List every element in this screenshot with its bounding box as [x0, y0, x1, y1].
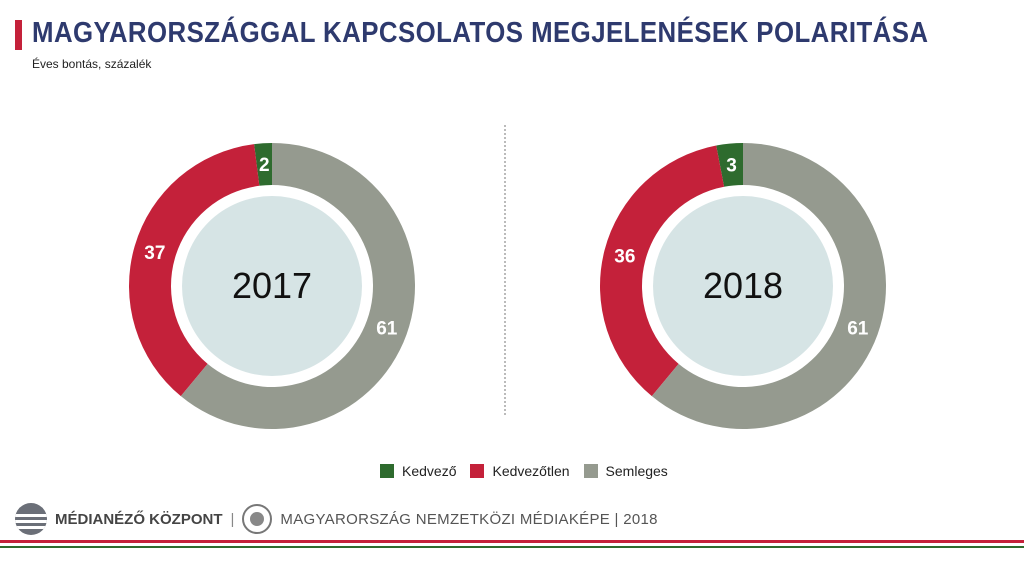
legend-label-favorable: Kedvező [402, 463, 457, 479]
legend-label-neutral: Semleges [605, 463, 668, 479]
footer-brand: MÉDIANÉZŐ KÖZPONT [55, 510, 223, 528]
donut-2017-slice-favorable [254, 143, 272, 186]
donut-2018-value-unfavorable: 36 [614, 247, 635, 268]
footer: MÉDIANÉZŐ KÖZPONT | MAGYARORSZÁG NEMZETK… [15, 503, 658, 535]
legend-item-neutral: Semleges [583, 463, 668, 479]
legend-swatch-neutral [583, 464, 598, 478]
donut-2018-value-neutral: 61 [847, 318, 869, 339]
donut-2017-slice-neutral [180, 143, 416, 430]
footer-stripe-red [0, 540, 1024, 543]
medianezo-logo-icon [15, 503, 47, 535]
donut-2017-year-label: 2017 [232, 265, 312, 306]
globe-logo-icon [242, 504, 273, 534]
donut-2018-year-label: 2018 [703, 265, 783, 306]
legend-item-favorable: Kedvező [380, 463, 456, 479]
page-subtitle: Éves bontás, százalék [32, 57, 152, 71]
donut-2018-value-favorable: 3 [726, 156, 737, 177]
legend-label-unfavorable: Kedvezőtlen [492, 463, 570, 479]
donut-2018-slice-favorable [716, 143, 743, 187]
donut-2017-value-neutral: 61 [376, 318, 398, 339]
donut-2018-center [653, 196, 833, 376]
donut-2017-slice-unfavorable [129, 144, 260, 397]
footer-publication: MAGYARORSZÁG NEMZETKÖZI MÉDIAKÉPE | 2018 [280, 510, 658, 528]
donut-2018-slice-neutral [651, 143, 887, 429]
legend-item-unfavorable: Kedvezőtlen [470, 463, 570, 479]
page-title: MAGYARORSZÁGGAL KAPCSOLATOS MEGJELENÉSEK… [32, 17, 929, 49]
footer-separator: | [230, 510, 235, 528]
legend: Kedvező Kedvezőtlen Semleges [380, 463, 668, 479]
legend-swatch-unfavorable [470, 464, 485, 478]
donut-2017-value-unfavorable: 37 [144, 243, 165, 264]
donut-2017-value-favorable: 2 [259, 155, 270, 176]
donut-2017-center [182, 196, 362, 376]
footer-stripe-green [0, 546, 1024, 548]
legend-swatch-favorable [380, 464, 394, 478]
title-accent-bar [15, 20, 22, 50]
donut-2018-slice-unfavorable [600, 145, 725, 397]
